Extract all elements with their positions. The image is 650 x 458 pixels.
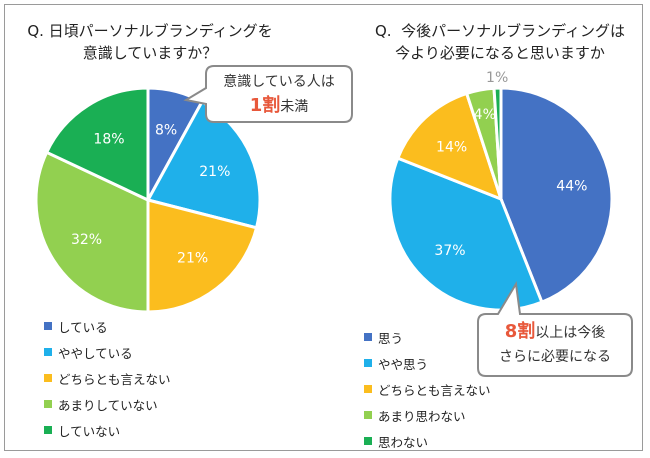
right-chart-title: Q. 今後パーソナルブランディングは 今より必要になると思いますか — [374, 22, 626, 62]
legend-swatch — [44, 426, 52, 434]
slice-label: 44% — [556, 178, 587, 194]
pie-slice — [44, 86, 150, 203]
legend-item: していない — [44, 417, 171, 443]
legend-item: やや思う — [364, 350, 491, 376]
right-legend: 思うやや思うどちらとも言えない あまり思わない 思わない — [364, 324, 491, 454]
legend-swatch — [44, 374, 52, 382]
left-callout-emphasis: 1割 — [249, 95, 281, 116]
legend-swatch — [364, 385, 372, 393]
slice-label: 14% — [436, 139, 467, 155]
legend-swatch — [364, 437, 372, 445]
legend-swatch — [44, 322, 52, 330]
slice-label: 8% — [155, 122, 177, 138]
legend-label: どちらとも言えない — [378, 382, 491, 398]
legend-label: 思わない — [378, 434, 429, 450]
pie-slice — [146, 198, 259, 314]
slice-label: 4% — [474, 107, 496, 123]
right-callout-bubble — [477, 281, 633, 377]
left-callout-rest: 未満 — [280, 99, 309, 115]
legend-item: どちらとも言えない — [44, 365, 171, 391]
slice-label: 18% — [93, 132, 124, 148]
legend-label: している — [58, 319, 108, 335]
legend-swatch — [364, 411, 372, 419]
left-chart-title: Q. 日頃パーソナルブランディングを 意識していますか？ — [27, 22, 273, 62]
legend-swatch — [44, 348, 52, 356]
legend-item: している — [44, 313, 171, 339]
slice-label: 32% — [71, 232, 102, 248]
right-callout-text: 8割以上は今後 さらに必要になる — [478, 320, 632, 369]
legend-item: あまり思わない — [364, 402, 491, 428]
slice-label: 21% — [199, 164, 230, 180]
legend-label: やや思う — [378, 356, 429, 372]
slice-label: 37% — [434, 243, 465, 259]
legend-label: あまり思わない — [378, 408, 466, 424]
legend-item: どちらとも言えない — [364, 376, 491, 402]
left-callout-text: 意識している人は 1割未満 — [206, 70, 352, 119]
slice-label: 21% — [177, 251, 208, 267]
legend-item: ややしている — [44, 339, 171, 365]
legend-swatch — [364, 359, 372, 367]
legend-label: どちらとも言えない — [58, 371, 171, 387]
left-callout-bubble — [183, 65, 353, 123]
pie-slice — [34, 150, 150, 314]
right-callout-line2: さらに必要になる — [499, 349, 611, 365]
left-callout-line1: 意識している人は — [223, 74, 335, 90]
legend-swatch — [364, 333, 372, 341]
legend-label: していない — [58, 423, 121, 439]
left-pie: 8% 21% 21% 32% 18% — [34, 86, 262, 314]
right-callout-emphasis: 8割 — [504, 321, 536, 342]
legend-swatch — [44, 400, 52, 408]
legend-item: 思う — [364, 324, 491, 350]
figure-border — [4, 4, 643, 451]
legend-item: 思わない — [364, 428, 491, 454]
legend-label: あまりしていない — [58, 397, 158, 413]
left-legend: しているややしているどちらとも言えない あまりしていない していない — [44, 313, 171, 443]
slice-label: 1% — [486, 70, 508, 86]
right-pie: 44% 37% 14% 4% 1% — [388, 70, 614, 312]
pie-slice — [492, 86, 503, 200]
pie-slice — [499, 86, 614, 305]
right-callout-rest: 以上は今後 — [535, 325, 606, 341]
legend-item: あまりしていない — [44, 391, 171, 417]
legend-label: ややしている — [58, 345, 133, 361]
legend-label: 思う — [378, 330, 404, 346]
